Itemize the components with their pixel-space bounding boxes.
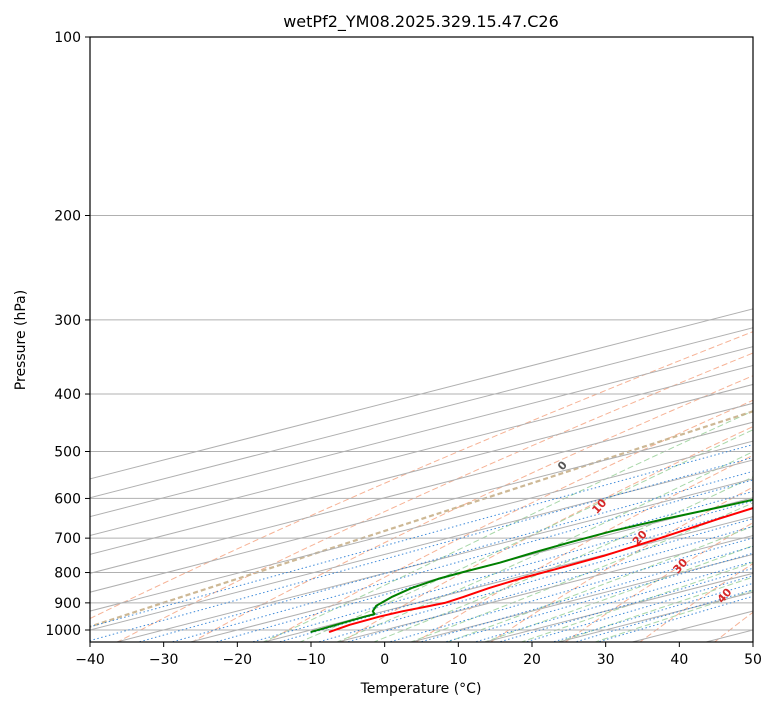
isotherm-line xyxy=(90,327,753,499)
moist-adiabat-line xyxy=(483,545,753,642)
x-tick-label: −10 xyxy=(296,652,326,668)
mixing-ratio-line xyxy=(523,575,753,642)
moist-adiabat-line xyxy=(335,451,753,642)
moist-adiabat-line xyxy=(372,476,753,642)
mixing-ratio-line xyxy=(90,444,753,628)
mixing-ratio-line xyxy=(551,582,753,642)
moist-adiabat-line xyxy=(409,502,753,642)
x-tick-label: 10 xyxy=(449,652,467,668)
x-axis-ticks: −40 −30 −20 −10 0 10 20 30 40 50 xyxy=(75,642,762,668)
mixing-ratio-line xyxy=(596,595,753,642)
dry-adiabat-line xyxy=(340,426,753,642)
isotherm-line xyxy=(90,440,753,612)
x-axis-title: Temperature (°C) xyxy=(360,681,482,697)
mixing-ratio-line xyxy=(316,518,753,642)
x-tick-label: −20 xyxy=(223,652,253,668)
moist-adiabat-line xyxy=(262,410,753,642)
x-tick-label: 0 xyxy=(380,652,389,668)
mixing-ratio-label: 0.1 xyxy=(758,425,775,447)
mixing-ratio-line xyxy=(277,507,753,642)
y-tick-label: 500 xyxy=(54,444,81,460)
mixing-ratio-line xyxy=(213,490,753,642)
y-tick-label: 200 xyxy=(54,209,81,225)
mixing-ratio-line xyxy=(497,567,753,642)
isotherm-line xyxy=(188,497,753,642)
dry-adiabat-line xyxy=(90,331,753,620)
y-tick-label: 900 xyxy=(54,596,81,612)
moist-adiabats xyxy=(262,410,753,642)
mixing-ratio-line xyxy=(170,479,753,642)
x-tick-label: 30 xyxy=(597,652,615,668)
line-labels: 0.10.20.40.611.52346810131620253036-100-… xyxy=(555,425,775,605)
y-axis-ticks: 100 200 300 400 500 600 700 800 900 1000 xyxy=(45,30,90,639)
y-tick-label: 800 xyxy=(54,566,81,582)
mixing-ratio-line xyxy=(136,470,753,642)
moist-adiabat-line xyxy=(446,525,753,642)
mixing-ratio-line xyxy=(573,589,753,642)
isotherm-line xyxy=(114,478,753,642)
y-tick-label: 600 xyxy=(54,491,81,507)
isotherm-line xyxy=(90,421,753,593)
y-tick-label: 400 xyxy=(54,387,81,403)
moist-adiabat-line xyxy=(556,576,753,642)
isotherm-line xyxy=(704,629,753,642)
isotherm-line xyxy=(90,308,753,480)
isotherm-line xyxy=(90,459,753,631)
x-tick-label: 50 xyxy=(744,652,762,668)
y-axis-title: Pressure (hPa) xyxy=(13,290,29,390)
isotherm-line xyxy=(90,383,753,555)
mixing-ratio-line xyxy=(345,525,753,642)
chart-title: wetPf2_YM08.2025.329.15.47.C26 xyxy=(283,12,559,32)
plot-frame xyxy=(89,36,754,643)
isotherm-line xyxy=(90,402,753,574)
saturation-curve xyxy=(90,410,753,628)
dry-adiabat-line xyxy=(265,399,753,642)
dry-adiabats xyxy=(90,331,753,642)
y-tick-label: 300 xyxy=(54,313,81,329)
x-tick-label: −40 xyxy=(75,652,105,668)
dry-adiabat-line xyxy=(713,611,753,642)
isotherm-line xyxy=(409,553,753,642)
pressure-gridlines xyxy=(90,37,753,631)
isotherm-line xyxy=(335,535,753,642)
dry-adiabat-line xyxy=(191,375,753,642)
y-tick-label: 1000 xyxy=(45,623,81,639)
y-tick-label: 100 xyxy=(54,30,81,46)
wet-bulb-label: 30 xyxy=(670,556,690,576)
x-tick-label: 40 xyxy=(670,652,688,668)
x-tick-label: 20 xyxy=(523,652,541,668)
dry-adiabat-line xyxy=(415,454,753,642)
moist-adiabat-line xyxy=(298,429,753,642)
wet-bulb-label: 10 xyxy=(589,496,609,516)
dewpoint-profile-line xyxy=(310,498,753,633)
moist-adiabat-line xyxy=(519,561,753,642)
dry-adiabat-line xyxy=(116,352,753,642)
plot-area: 0.10.20.40.611.52346810131620253036-100-… xyxy=(90,37,775,642)
saturation-curve-line xyxy=(90,410,753,628)
isotherm-line xyxy=(483,572,753,642)
mixing-ratio-lines xyxy=(90,444,753,642)
dry-adiabat-line xyxy=(564,522,753,642)
temperature-profile-line xyxy=(328,506,753,633)
y-tick-label: 700 xyxy=(54,531,81,547)
mixing-ratio-line xyxy=(250,500,753,642)
x-tick-label: −30 xyxy=(149,652,179,668)
profile-series xyxy=(310,498,753,633)
